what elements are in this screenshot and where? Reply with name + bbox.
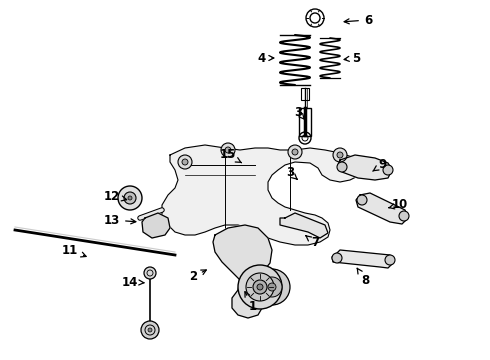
Circle shape — [257, 284, 263, 290]
Circle shape — [254, 269, 290, 305]
Polygon shape — [280, 213, 328, 238]
Polygon shape — [162, 145, 362, 245]
Text: 3: 3 — [286, 166, 297, 180]
Bar — [299, 108, 311, 136]
Text: 14: 14 — [122, 275, 144, 288]
Circle shape — [148, 328, 152, 332]
Circle shape — [288, 145, 302, 159]
Circle shape — [292, 149, 298, 155]
Text: 10: 10 — [389, 198, 408, 211]
Circle shape — [128, 196, 132, 200]
Text: 12: 12 — [104, 189, 126, 202]
Circle shape — [182, 159, 188, 165]
Text: 11: 11 — [62, 243, 86, 257]
Circle shape — [144, 267, 156, 279]
Circle shape — [246, 273, 274, 301]
Circle shape — [332, 253, 342, 263]
Text: 13: 13 — [104, 213, 136, 226]
Circle shape — [383, 165, 393, 175]
Polygon shape — [332, 250, 393, 268]
Circle shape — [221, 143, 235, 157]
Text: 1: 1 — [245, 292, 257, 314]
Circle shape — [178, 155, 192, 169]
Circle shape — [268, 283, 276, 291]
Circle shape — [118, 186, 142, 210]
Circle shape — [262, 277, 282, 297]
Polygon shape — [213, 225, 272, 318]
Text: 3: 3 — [294, 105, 305, 120]
Text: 9: 9 — [373, 158, 386, 171]
Circle shape — [337, 152, 343, 158]
Text: 6: 6 — [344, 13, 372, 27]
Circle shape — [385, 255, 395, 265]
Text: 8: 8 — [357, 268, 369, 287]
Text: 5: 5 — [344, 51, 360, 64]
Circle shape — [333, 148, 347, 162]
Text: 15: 15 — [220, 148, 242, 163]
Circle shape — [225, 147, 231, 153]
Polygon shape — [356, 193, 408, 224]
Circle shape — [253, 280, 267, 294]
Polygon shape — [338, 155, 392, 180]
Bar — [301, 88, 309, 100]
Circle shape — [337, 162, 347, 172]
Circle shape — [238, 265, 282, 309]
Text: 2: 2 — [189, 270, 206, 284]
Circle shape — [399, 211, 409, 221]
Circle shape — [357, 195, 367, 205]
Polygon shape — [142, 213, 170, 238]
Circle shape — [141, 321, 159, 339]
Text: 7: 7 — [306, 235, 319, 249]
Text: 4: 4 — [258, 51, 274, 64]
Circle shape — [124, 192, 136, 204]
